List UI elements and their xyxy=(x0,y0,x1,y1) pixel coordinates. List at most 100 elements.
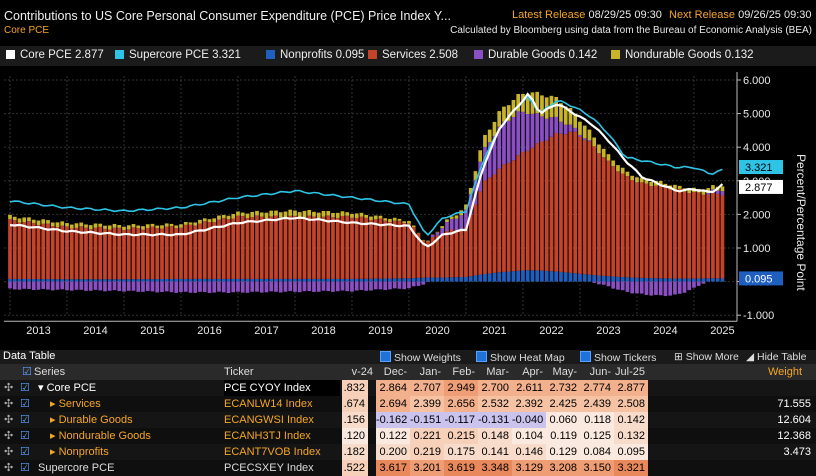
ticker[interactable]: ECANGWSI Index xyxy=(224,414,314,426)
bar-durable xyxy=(65,281,69,291)
show-weights-toggle[interactable]: Show Weights xyxy=(380,351,461,364)
legend-item-core[interactable]: Core PCE 2.877 xyxy=(6,49,104,61)
row-menu-icon[interactable]: ✣ xyxy=(4,382,14,394)
show-heat-map-toggle[interactable]: Show Heat Map xyxy=(476,351,565,364)
header-month: Dec-24 xyxy=(383,366,407,394)
bar-durable xyxy=(221,281,226,293)
table-cell: .120 xyxy=(342,428,368,444)
series-name[interactable]: Supercore PCE xyxy=(38,462,115,474)
header-checkbox[interactable]: ☑ xyxy=(22,366,32,378)
bar-services xyxy=(682,191,687,279)
bar-services xyxy=(278,217,283,279)
bar-nondurable xyxy=(174,225,179,228)
legend-item-supercore[interactable]: Supercore PCE 3.321 xyxy=(115,49,241,61)
table-cell: 3.201 xyxy=(410,460,444,476)
bar-durable xyxy=(668,281,673,296)
bar-durable xyxy=(297,281,302,293)
bar-nondurable xyxy=(506,105,511,121)
bar-services xyxy=(231,218,236,279)
series-name[interactable]: ▾ Core PCE xyxy=(38,382,97,394)
bar-nondurable xyxy=(411,225,416,228)
bar-nonprofits xyxy=(354,278,359,282)
bar-nondurable xyxy=(179,224,183,228)
table-row[interactable]: ✣ ☑ Supercore PCE PCECSXEY Index .522 3.617 3.… xyxy=(0,460,816,476)
ticker[interactable]: ECANLW14 Index xyxy=(224,398,313,410)
row-checkbox[interactable]: ☑ xyxy=(20,414,30,426)
bar-services xyxy=(435,235,440,278)
bar-services xyxy=(155,228,160,280)
ticker[interactable]: PCE CYOY Index xyxy=(224,380,340,396)
series-name[interactable]: ▸ Services xyxy=(50,398,101,410)
weight-value: 71.555 xyxy=(777,398,811,410)
row-checkbox[interactable]: ☑ xyxy=(20,446,30,458)
bar-nondurable xyxy=(350,213,354,218)
bar-durable xyxy=(378,281,383,290)
row-menu-icon[interactable]: ✣ xyxy=(4,398,14,410)
row-checkbox[interactable]: ☑ xyxy=(20,462,30,474)
bar-durable xyxy=(644,281,649,295)
table-row[interactable]: ✣ ☑ ▸ Services ECANLW14 Index .674 2.694 2.399… xyxy=(0,396,816,412)
bar-services xyxy=(307,215,312,279)
table-row[interactable]: ✣ ☑ ▸ Nondurable Goods ECANH3TJ Index .120 0.… xyxy=(0,428,816,444)
hide-table-toggle[interactable]: ◢ Hide Table xyxy=(746,351,806,363)
row-menu-icon[interactable]: ✣ xyxy=(4,414,14,426)
bar-services xyxy=(41,223,46,280)
ticker[interactable]: ECANH3TJ Index xyxy=(224,430,311,442)
legend-item-nonprofits[interactable]: Nonprofits 0.095 xyxy=(266,49,364,61)
bar-nonprofits xyxy=(131,279,136,282)
show-more-toggle[interactable]: ⊞ Show More xyxy=(674,351,739,363)
bar-durable xyxy=(88,281,93,291)
bar-nonprofits xyxy=(464,276,468,282)
bar-services xyxy=(255,215,259,279)
legend-item-durable[interactable]: Durable Goods 0.142 xyxy=(474,49,597,61)
bar-nonprofits xyxy=(312,278,316,282)
x-tick-label: 2015 xyxy=(140,325,164,337)
bar-nondurable xyxy=(402,221,407,224)
bar-services xyxy=(677,188,682,279)
bar-services xyxy=(288,215,293,279)
bar-nonprofits xyxy=(212,278,217,282)
row-checkbox[interactable]: ☑ xyxy=(20,398,30,410)
pce-contributions-chart[interactable]: 6.0005.0004.0003.0002.0001.0000.000-1.00… xyxy=(0,66,816,350)
bar-nondurable xyxy=(335,212,340,218)
series-name[interactable]: ▸ Durable Goods xyxy=(50,414,133,426)
bar-nonprofits xyxy=(27,279,31,282)
weight-value xyxy=(772,380,814,396)
legend-item-services[interactable]: Services 2.508 xyxy=(368,49,458,61)
table-cell: 2.656 xyxy=(444,396,478,412)
bar-nonprofits xyxy=(283,278,288,282)
bar-services xyxy=(445,231,449,278)
table-cell: 0.175 xyxy=(444,444,478,460)
last-value-supercore-tag xyxy=(739,160,783,175)
bar-services xyxy=(65,226,69,280)
bar-nondurable xyxy=(473,171,478,180)
bar-nondurable xyxy=(274,210,278,216)
bar-nondurable xyxy=(212,218,217,223)
bar-durable xyxy=(549,117,554,137)
bar-nonprofits xyxy=(60,279,65,282)
row-menu-icon[interactable]: ✣ xyxy=(4,462,14,474)
table-cell: -0.040 xyxy=(512,412,546,428)
table-cell: .156 xyxy=(342,412,368,428)
bar-nondurable xyxy=(307,210,312,216)
ticker[interactable]: PCECSXEY Index xyxy=(224,462,314,474)
row-checkbox[interactable]: ☑ xyxy=(20,382,30,394)
table-row[interactable]: ✣ ☑ ▸ Nonprofits ECANT7VOB Index .182 0.200 0.… xyxy=(0,444,816,460)
bar-durable xyxy=(682,281,687,293)
bar-nonprofits xyxy=(169,278,174,282)
bar-services xyxy=(183,224,188,279)
bar-nondurable xyxy=(160,225,164,229)
series-name[interactable]: ▸ Nonprofits xyxy=(50,446,109,458)
show-tickers-toggle[interactable]: Show Tickers xyxy=(580,351,656,364)
x-tick-label: 2019 xyxy=(368,325,392,337)
series-name[interactable]: ▸ Nondurable Goods xyxy=(50,430,151,442)
ticker[interactable]: ECANT7VOB Index xyxy=(224,446,321,458)
table-row[interactable]: ✣ ☑ ▸ Durable Goods ECANGWSI Index .156 -0.16… xyxy=(0,412,816,428)
bar-durable xyxy=(331,281,335,292)
legend-item-nondurable[interactable]: Nondurable Goods 0.132 xyxy=(611,49,754,61)
table-row[interactable]: ✣ ☑ ▾ Core PCE PCE CYOY Index .832 2.864 2.707… xyxy=(0,380,816,396)
row-menu-icon[interactable]: ✣ xyxy=(4,430,14,442)
row-menu-icon[interactable]: ✣ xyxy=(4,446,14,458)
bar-nonprofits xyxy=(207,278,212,282)
row-checkbox[interactable]: ☑ xyxy=(20,430,30,442)
